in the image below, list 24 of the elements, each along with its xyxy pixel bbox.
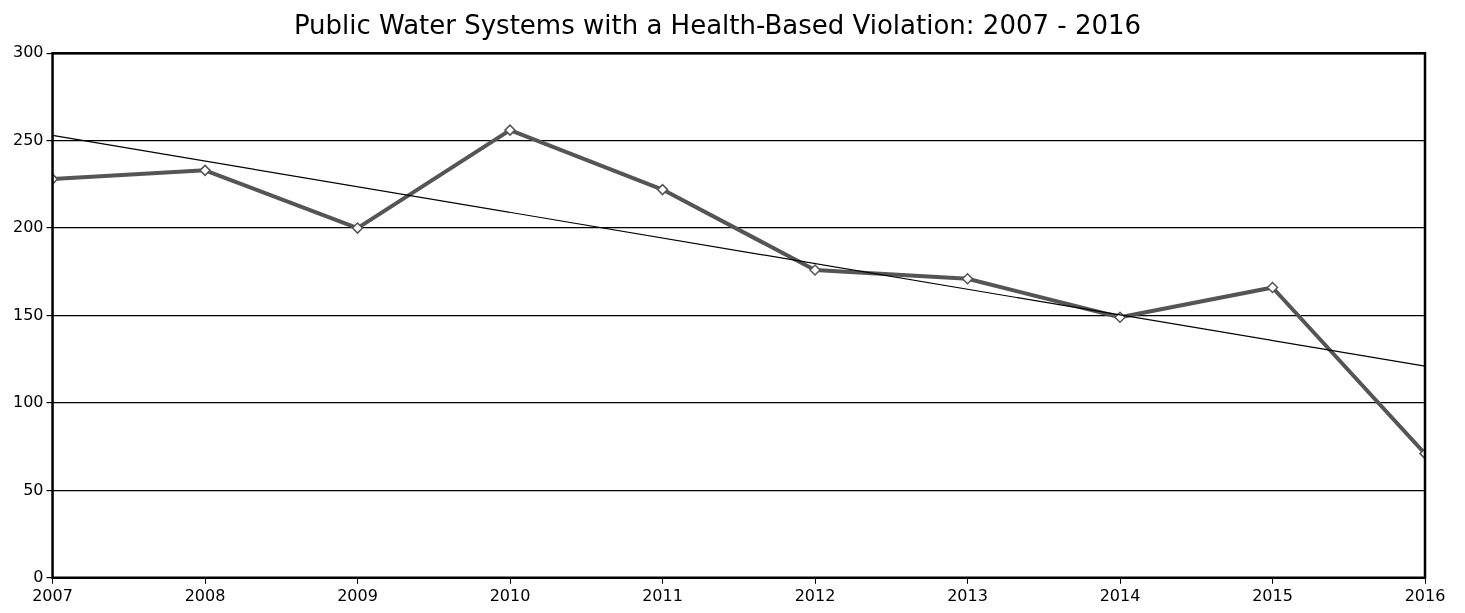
x-tick-label: 2014: [1099, 585, 1141, 605]
y-tick-label: 250: [12, 129, 44, 149]
x-tick-label: 2007: [32, 585, 73, 605]
y-tick-label: 50: [23, 479, 44, 499]
y-tick-label: 100: [12, 392, 44, 412]
x-tick-label: 2011: [642, 585, 683, 605]
x-tick-label: 2010: [489, 585, 531, 605]
point: [199, 164, 211, 177]
x-tick-label: 2013: [947, 585, 988, 605]
point: [1266, 281, 1279, 294]
chart-title: Public Water Systems with a Health-Based Violation: 2007 - 2016: [293, 10, 1142, 41]
point: [656, 183, 669, 196]
y-tick-label: 0: [33, 566, 44, 586]
x-tick-label: 2016: [1404, 585, 1446, 605]
x-tick-label: 2009: [337, 585, 378, 605]
x-tick-label: 2015: [1252, 585, 1293, 605]
x-tick-label: 2008: [184, 585, 226, 605]
y-tick-label: 200: [12, 217, 44, 237]
point: [504, 124, 516, 136]
point: [351, 222, 364, 234]
y-tick-label: 300: [12, 42, 44, 62]
y-tick-label: 150: [12, 304, 44, 324]
point: [809, 264, 821, 276]
x-tick-label: 2012: [794, 585, 836, 605]
